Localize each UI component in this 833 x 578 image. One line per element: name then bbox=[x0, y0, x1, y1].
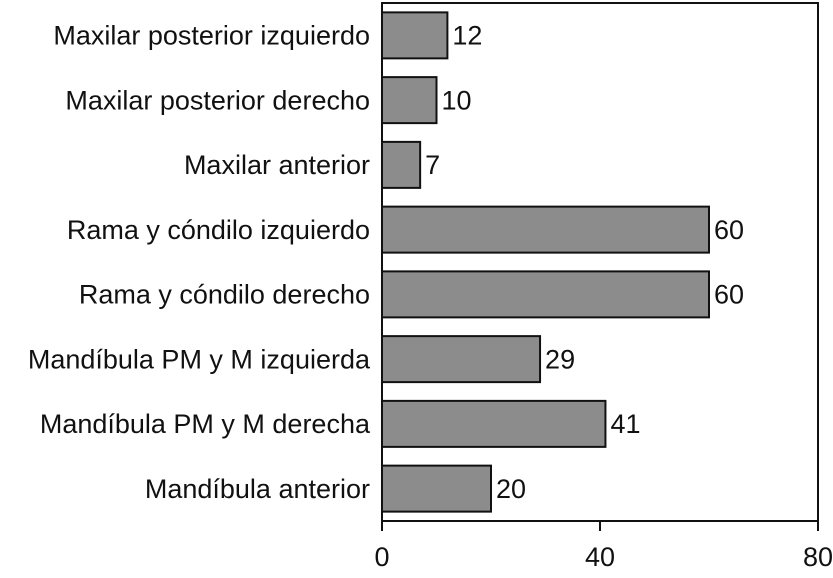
bar bbox=[381, 464, 492, 513]
y-tick-label: Mandíbula PM y M izquierda bbox=[28, 344, 371, 374]
value-label: 41 bbox=[610, 409, 640, 439]
bar bbox=[381, 335, 542, 384]
y-tick-label: Mandíbula PM y M derecha bbox=[40, 409, 371, 439]
bar bbox=[381, 76, 438, 125]
x-tick-label: 40 bbox=[585, 542, 615, 572]
bar bbox=[381, 399, 607, 448]
bar bbox=[381, 11, 449, 60]
y-tick-label: Maxilar posterior derecho bbox=[65, 85, 370, 115]
x-tick-label: 80 bbox=[803, 542, 833, 572]
value-label: 60 bbox=[714, 215, 744, 245]
y-tick-label: Rama y cóndilo izquierdo bbox=[67, 215, 370, 245]
y-tick-label: Maxilar posterior izquierdo bbox=[53, 21, 370, 51]
value-label: 29 bbox=[545, 344, 575, 374]
bar bbox=[381, 205, 710, 254]
value-label: 20 bbox=[496, 474, 526, 504]
value-label: 12 bbox=[452, 21, 482, 51]
x-tick-label: 0 bbox=[374, 542, 389, 572]
y-tick-label: Rama y cóndilo derecho bbox=[79, 280, 370, 310]
value-label: 7 bbox=[425, 150, 440, 180]
y-tick-label: Maxilar anterior bbox=[184, 150, 370, 180]
bar bbox=[381, 140, 422, 189]
bar bbox=[381, 270, 710, 319]
value-label: 10 bbox=[442, 85, 472, 115]
value-label: 60 bbox=[714, 280, 744, 310]
y-tick-label: Mandíbula anterior bbox=[145, 474, 370, 504]
